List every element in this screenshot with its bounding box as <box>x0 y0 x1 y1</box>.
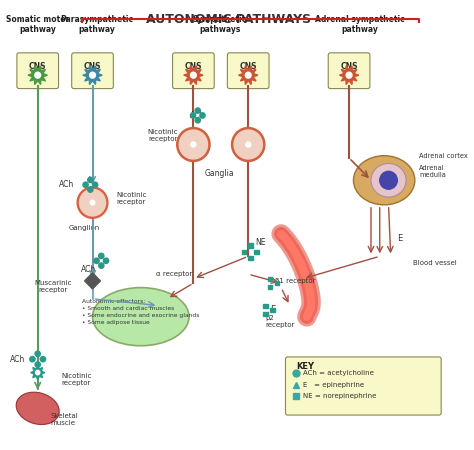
Circle shape <box>234 130 263 159</box>
Text: E: E <box>270 306 275 315</box>
Polygon shape <box>85 273 100 289</box>
Text: Adrenal
medulla: Adrenal medulla <box>419 165 446 178</box>
Text: Skeletal
muscle: Skeletal muscle <box>51 413 79 426</box>
Ellipse shape <box>16 392 59 424</box>
FancyBboxPatch shape <box>328 53 370 89</box>
Polygon shape <box>240 136 256 153</box>
Bar <box>264 312 268 316</box>
Bar <box>255 250 259 254</box>
Circle shape <box>231 127 265 162</box>
Circle shape <box>200 113 205 118</box>
Circle shape <box>99 253 104 259</box>
Circle shape <box>30 356 35 362</box>
Text: Ganglia: Ganglia <box>205 169 235 178</box>
Polygon shape <box>28 66 47 85</box>
Circle shape <box>40 356 46 362</box>
Bar <box>242 250 246 254</box>
Text: NE = norepinephrine: NE = norepinephrine <box>303 393 376 399</box>
Bar <box>248 256 253 261</box>
Circle shape <box>94 258 99 263</box>
Circle shape <box>99 263 104 268</box>
Polygon shape <box>185 136 202 153</box>
Text: ACh: ACh <box>59 180 74 189</box>
Bar <box>270 308 275 312</box>
Text: NE: NE <box>255 238 265 248</box>
Circle shape <box>35 72 41 78</box>
Circle shape <box>346 72 352 78</box>
Polygon shape <box>184 66 203 85</box>
Circle shape <box>80 189 106 216</box>
Polygon shape <box>85 195 100 211</box>
Circle shape <box>380 171 397 189</box>
Circle shape <box>77 187 108 218</box>
Text: ACh: ACh <box>81 265 96 274</box>
Bar <box>275 281 279 285</box>
FancyBboxPatch shape <box>72 53 113 89</box>
FancyBboxPatch shape <box>17 53 58 89</box>
Circle shape <box>191 142 196 147</box>
Text: CNS: CNS <box>239 62 257 71</box>
Text: Parasympathetic
pathway: Parasympathetic pathway <box>60 15 134 34</box>
Circle shape <box>92 182 98 188</box>
Polygon shape <box>339 66 359 85</box>
Circle shape <box>90 72 95 78</box>
Text: Somatic motor
pathway: Somatic motor pathway <box>6 15 69 34</box>
Circle shape <box>246 72 251 78</box>
Text: Sympathetic
pathways: Sympathetic pathways <box>192 15 247 34</box>
Polygon shape <box>238 66 258 85</box>
Text: β1 receptor: β1 receptor <box>274 278 315 284</box>
Text: Nicotinic
receptor: Nicotinic receptor <box>117 192 147 205</box>
Circle shape <box>195 117 201 123</box>
Ellipse shape <box>92 288 189 346</box>
Bar <box>268 285 272 289</box>
Text: CNS: CNS <box>340 62 358 71</box>
Text: α receptor: α receptor <box>155 271 192 277</box>
Polygon shape <box>31 365 45 380</box>
Text: CNS: CNS <box>185 62 202 71</box>
Circle shape <box>35 362 40 367</box>
Circle shape <box>177 127 210 162</box>
Bar <box>248 243 253 248</box>
Circle shape <box>246 142 251 147</box>
Text: Autonomic effectors:
• Smooth and cardiac muscles
• Some endocrine and exocrine : Autonomic effectors: • Smooth and cardia… <box>82 299 200 325</box>
Text: Nicotinic
receptor: Nicotinic receptor <box>147 129 178 142</box>
Circle shape <box>35 351 40 356</box>
Text: ACh: ACh <box>190 111 205 120</box>
Circle shape <box>103 258 109 263</box>
Circle shape <box>191 113 196 118</box>
Polygon shape <box>83 66 102 85</box>
Circle shape <box>191 72 196 78</box>
Text: ACh: ACh <box>10 355 26 364</box>
Text: Blood vessel: Blood vessel <box>413 260 456 266</box>
Text: CNS: CNS <box>84 62 101 71</box>
FancyBboxPatch shape <box>173 53 214 89</box>
FancyBboxPatch shape <box>285 357 441 415</box>
Circle shape <box>88 177 93 183</box>
Text: Ganglion: Ganglion <box>68 225 100 231</box>
Circle shape <box>195 108 201 113</box>
Ellipse shape <box>371 163 406 197</box>
Circle shape <box>90 200 95 205</box>
Bar <box>268 277 272 281</box>
Text: E: E <box>397 234 402 243</box>
Text: Nicotinic
receptor: Nicotinic receptor <box>62 373 92 386</box>
Text: Muscarinic
receptor: Muscarinic receptor <box>34 280 72 293</box>
Circle shape <box>88 187 93 192</box>
Text: Adrenal cortex: Adrenal cortex <box>419 153 468 159</box>
Bar <box>264 304 268 308</box>
Circle shape <box>83 182 88 188</box>
Text: AUTONOMIC PATHWAYS: AUTONOMIC PATHWAYS <box>146 13 311 26</box>
Text: CNS: CNS <box>29 62 46 71</box>
Text: E   = epinephrine: E = epinephrine <box>303 382 364 387</box>
FancyBboxPatch shape <box>228 53 269 89</box>
Circle shape <box>179 130 208 159</box>
Text: KEY: KEY <box>296 362 314 371</box>
Circle shape <box>36 370 40 375</box>
Text: Adrenal sympathetic
pathway: Adrenal sympathetic pathway <box>315 15 405 34</box>
Ellipse shape <box>354 156 415 205</box>
Text: ACh = acetylcholine: ACh = acetylcholine <box>303 370 374 377</box>
Text: β2
receptor: β2 receptor <box>266 315 295 328</box>
